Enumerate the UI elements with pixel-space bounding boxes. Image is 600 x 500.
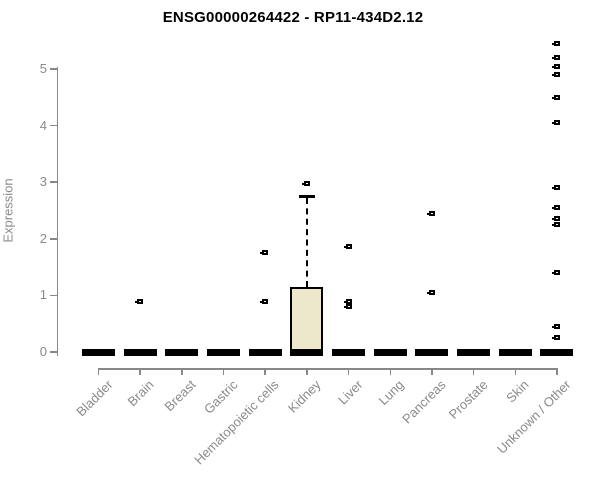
box-median — [332, 349, 366, 356]
y-tick-label: 2 — [39, 230, 47, 246]
y-tick — [50, 238, 57, 240]
x-tick — [472, 368, 475, 375]
box-median — [498, 349, 532, 356]
outlier-point — [551, 94, 560, 100]
x-tick-label: Brain — [124, 377, 157, 410]
box-median — [82, 349, 115, 356]
outlier-point — [551, 324, 560, 330]
box — [290, 286, 324, 355]
y-tick — [50, 351, 57, 353]
outlier-point — [343, 243, 352, 249]
x-tick-label: Bladder — [72, 377, 116, 420]
outlier-point — [551, 41, 560, 47]
y-tick — [50, 68, 57, 70]
box-median — [415, 349, 449, 356]
x-tick-label: Kidney — [284, 377, 324, 416]
x-tick — [181, 368, 183, 375]
outlier-point — [551, 335, 560, 341]
x-tick-label: Lung — [375, 377, 407, 409]
x-tick-label: Pancreas — [399, 377, 449, 427]
box-median — [457, 349, 491, 356]
x-tick — [306, 368, 308, 375]
box-median — [248, 349, 282, 356]
x-tick-label: Breast — [161, 377, 199, 415]
x-tick-label: Skin — [503, 377, 532, 406]
y-axis-label: Expression — [0, 178, 16, 243]
outlier-point — [343, 298, 352, 304]
y-tick — [50, 124, 57, 127]
outlier-point — [260, 250, 269, 256]
x-tick — [347, 368, 350, 375]
outlier-point — [135, 298, 144, 304]
whisker — [305, 198, 308, 287]
box-median — [165, 349, 199, 356]
outlier-point — [260, 298, 269, 304]
y-tick — [50, 294, 57, 297]
x-tick-label: Liver — [334, 377, 366, 408]
outlier-point — [551, 216, 560, 222]
x-tick-label: Prostate — [445, 377, 491, 422]
y-tick — [50, 181, 57, 183]
chart-title: ENSG00000264422 - RP11-434D2.12 — [162, 9, 424, 26]
outlier-point — [551, 63, 560, 69]
y-tick-label: 1 — [39, 287, 47, 303]
box-median — [540, 349, 574, 356]
y-tick-label: 3 — [39, 174, 47, 190]
whisker-cap — [298, 195, 315, 198]
outlier-point — [551, 72, 560, 78]
outlier-point — [426, 210, 435, 216]
outlier-point — [301, 181, 310, 187]
y-tick-label: 4 — [39, 117, 47, 133]
x-tick — [222, 368, 225, 375]
x-tick-label: Unknown / Other — [493, 377, 574, 457]
outlier-point — [551, 55, 560, 61]
outlier-point — [551, 205, 560, 211]
y-tick-label: 0 — [39, 344, 47, 359]
outlier-point — [551, 185, 560, 191]
outlier-point — [426, 290, 435, 296]
x-tick — [556, 368, 558, 375]
x-axis-line — [97, 368, 558, 370]
y-tick-label: 5 — [39, 61, 47, 76]
x-tick — [97, 368, 100, 375]
box-median — [290, 349, 324, 356]
x-tick — [514, 368, 517, 375]
y-axis-line — [56, 67, 58, 356]
box-median — [373, 349, 407, 356]
x-tick — [139, 368, 141, 375]
outlier-point — [551, 120, 560, 126]
x-tick — [389, 368, 391, 375]
outlier-point — [551, 270, 560, 276]
box-median — [123, 349, 157, 356]
x-tick — [431, 368, 433, 375]
x-tick-label: Gastric — [200, 377, 241, 417]
outlier-point — [343, 304, 352, 310]
x-tick — [264, 368, 266, 375]
outlier-point — [551, 222, 560, 228]
box-median — [207, 349, 241, 356]
